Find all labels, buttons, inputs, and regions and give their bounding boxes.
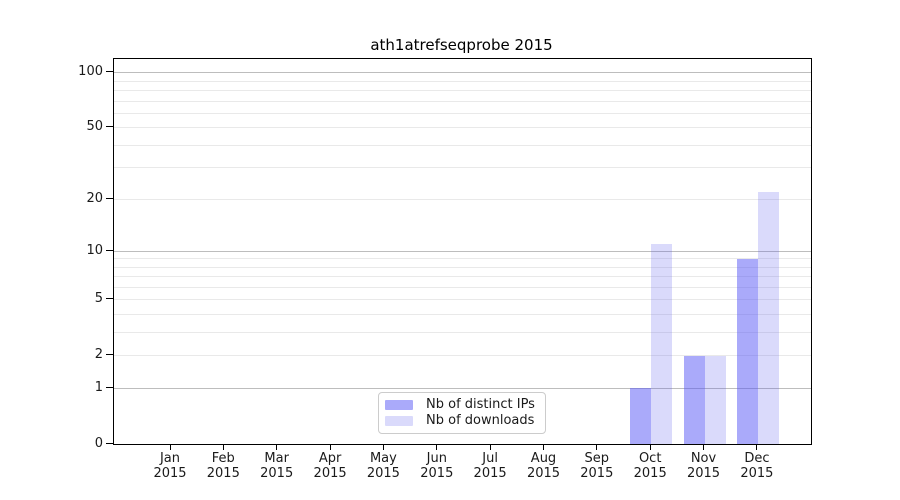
x-tick-label-line: Jul [482, 451, 498, 466]
minor-gridline [114, 266, 811, 268]
distinct-ips-bar [683, 355, 705, 444]
x-tick-label: Jul 2015 [460, 451, 520, 481]
y-tick-label: 50 [86, 119, 103, 135]
plot-area [113, 58, 812, 445]
x-tick [329, 444, 331, 450]
y-tick [106, 298, 113, 300]
minor-gridline [114, 258, 811, 260]
x-tick-label-line: 2015 [633, 466, 667, 481]
major-gridline [114, 72, 811, 74]
x-tick-label-line: 2015 [420, 466, 454, 481]
y-tick-label: 10 [86, 242, 103, 258]
minor-gridline [114, 198, 811, 200]
y-tick [106, 197, 113, 199]
x-tick-label: Sep 2015 [567, 451, 627, 481]
minor-gridline [114, 167, 811, 169]
x-tick [382, 444, 384, 450]
x-tick [596, 444, 598, 450]
x-tick [649, 444, 651, 450]
x-tick-label-line: 2015 [580, 466, 614, 481]
minor-gridline [114, 276, 811, 278]
x-tick-label-line: 2015 [740, 466, 774, 481]
downloads-swatch [385, 416, 413, 426]
chart-title: ath1atrefseqprobe 2015 [370, 36, 553, 54]
minor-gridline [114, 80, 811, 82]
x-tick [276, 444, 278, 450]
minor-gridline [114, 314, 811, 316]
x-tick-label-line: 2015 [686, 466, 721, 481]
x-tick-label-line: Sep [584, 451, 610, 466]
x-tick-label-line: 2015 [366, 466, 400, 481]
legend-label-distinct-ips: Nb of distinct IPs [426, 397, 535, 412]
y-tick [106, 126, 113, 128]
x-tick-label-line: 2015 [313, 466, 347, 481]
x-tick-label: May 2015 [353, 451, 413, 481]
distinct-ips-bar [736, 258, 758, 444]
major-gridline [114, 387, 811, 389]
x-tick-label-line: 2015 [260, 466, 294, 481]
x-tick-label-line: Feb [211, 451, 235, 466]
y-tick [106, 386, 113, 388]
x-tick-label: Apr 2015 [300, 451, 360, 481]
x-tick [489, 444, 491, 450]
minor-gridline [114, 90, 811, 92]
downloads-bar [757, 191, 779, 444]
minor-gridline [114, 100, 811, 102]
x-tick-label: Oct 2015 [620, 451, 680, 481]
x-tick-label-line: Jun [426, 451, 447, 466]
x-tick-label-line: Jan [159, 451, 181, 466]
y-tick-label: 20 [86, 190, 103, 206]
legend-entry-distinct-ips: Nb of distinct IPs [385, 397, 545, 413]
x-tick [436, 444, 438, 450]
x-tick [703, 444, 704, 450]
x-tick-label-line: 2015 [526, 466, 561, 481]
distinct-ips-swatch [385, 400, 413, 410]
y-tick [106, 442, 113, 444]
x-tick-label-line: Oct [638, 451, 662, 466]
x-tick-label-line: Apr [318, 451, 342, 466]
minor-gridline [114, 127, 811, 129]
x-tick-label-line: 2015 [473, 466, 507, 481]
x-tick-label-line: Dec [744, 451, 770, 466]
x-tick-label-line: May [369, 451, 397, 466]
y-tick-label: 5 [94, 291, 103, 307]
x-tick-label: Aug 2015 [514, 451, 574, 481]
minor-gridline [114, 144, 811, 146]
minor-gridline [114, 332, 811, 334]
legend-label-downloads: Nb of downloads [426, 413, 535, 428]
x-tick-label: Feb 2015 [193, 451, 253, 481]
y-tick-label: 2 [94, 347, 103, 363]
y-tick-label: 0 [94, 435, 103, 451]
y-tick-label: 100 [78, 64, 103, 80]
x-tick-label-line: 2015 [153, 466, 187, 481]
downloads-bar [651, 244, 673, 444]
x-tick [756, 444, 758, 450]
y-tick [106, 71, 113, 73]
major-gridline [114, 250, 811, 252]
downloads-bar [704, 355, 726, 444]
x-tick-label-line: 2015 [206, 466, 240, 481]
x-tick [222, 444, 224, 450]
legend: Nb of distinct IPs Nb of downloads [378, 392, 546, 434]
x-tick-label: Nov 2015 [674, 451, 734, 481]
x-tick-label-line: Aug [530, 451, 557, 466]
y-tick [106, 354, 113, 356]
minor-gridline [114, 355, 811, 357]
x-tick-label: Jan 2015 [140, 451, 200, 481]
x-tick [169, 444, 171, 450]
legend-entry-downloads: Nb of downloads [385, 413, 545, 429]
minor-gridline [114, 287, 811, 288]
minor-gridline [114, 112, 811, 114]
x-tick-label-line: Mar [264, 451, 289, 466]
y-tick [106, 249, 113, 251]
x-tick-label: Mar 2015 [247, 451, 307, 481]
x-tick-label-line: Nov [690, 451, 717, 466]
y-tick-label: 1 [94, 379, 103, 395]
x-tick [543, 444, 544, 450]
x-tick-label: Jun 2015 [407, 451, 467, 481]
minor-gridline [114, 299, 811, 301]
distinct-ips-bar [630, 388, 652, 444]
x-tick-label: Dec 2015 [727, 451, 787, 481]
